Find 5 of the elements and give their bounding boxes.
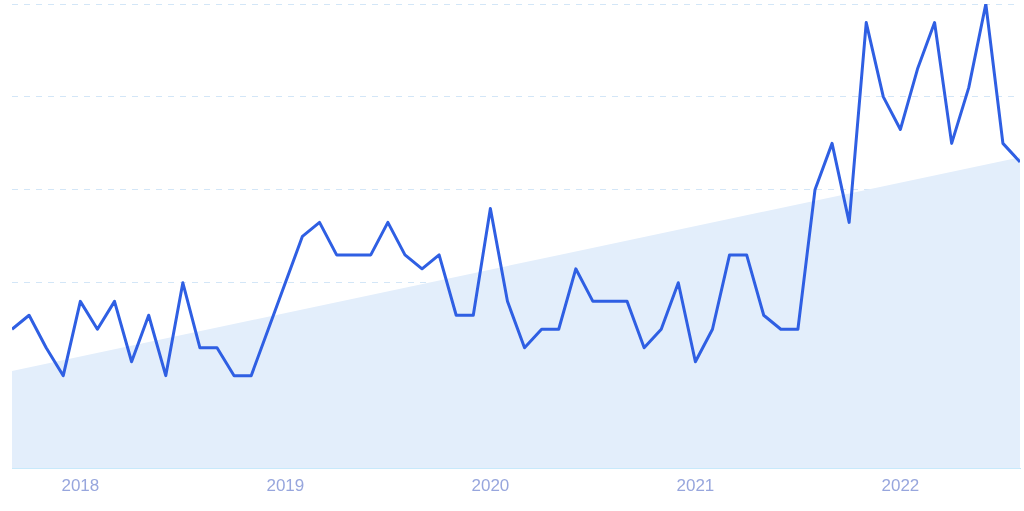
x-tick-label: 2019 xyxy=(266,476,305,496)
x-tick-label: 2018 xyxy=(61,476,100,496)
x-tick-label: 2022 xyxy=(881,476,920,496)
x-tick-label: 2021 xyxy=(676,476,715,496)
x-tick-label: 2020 xyxy=(471,476,510,496)
